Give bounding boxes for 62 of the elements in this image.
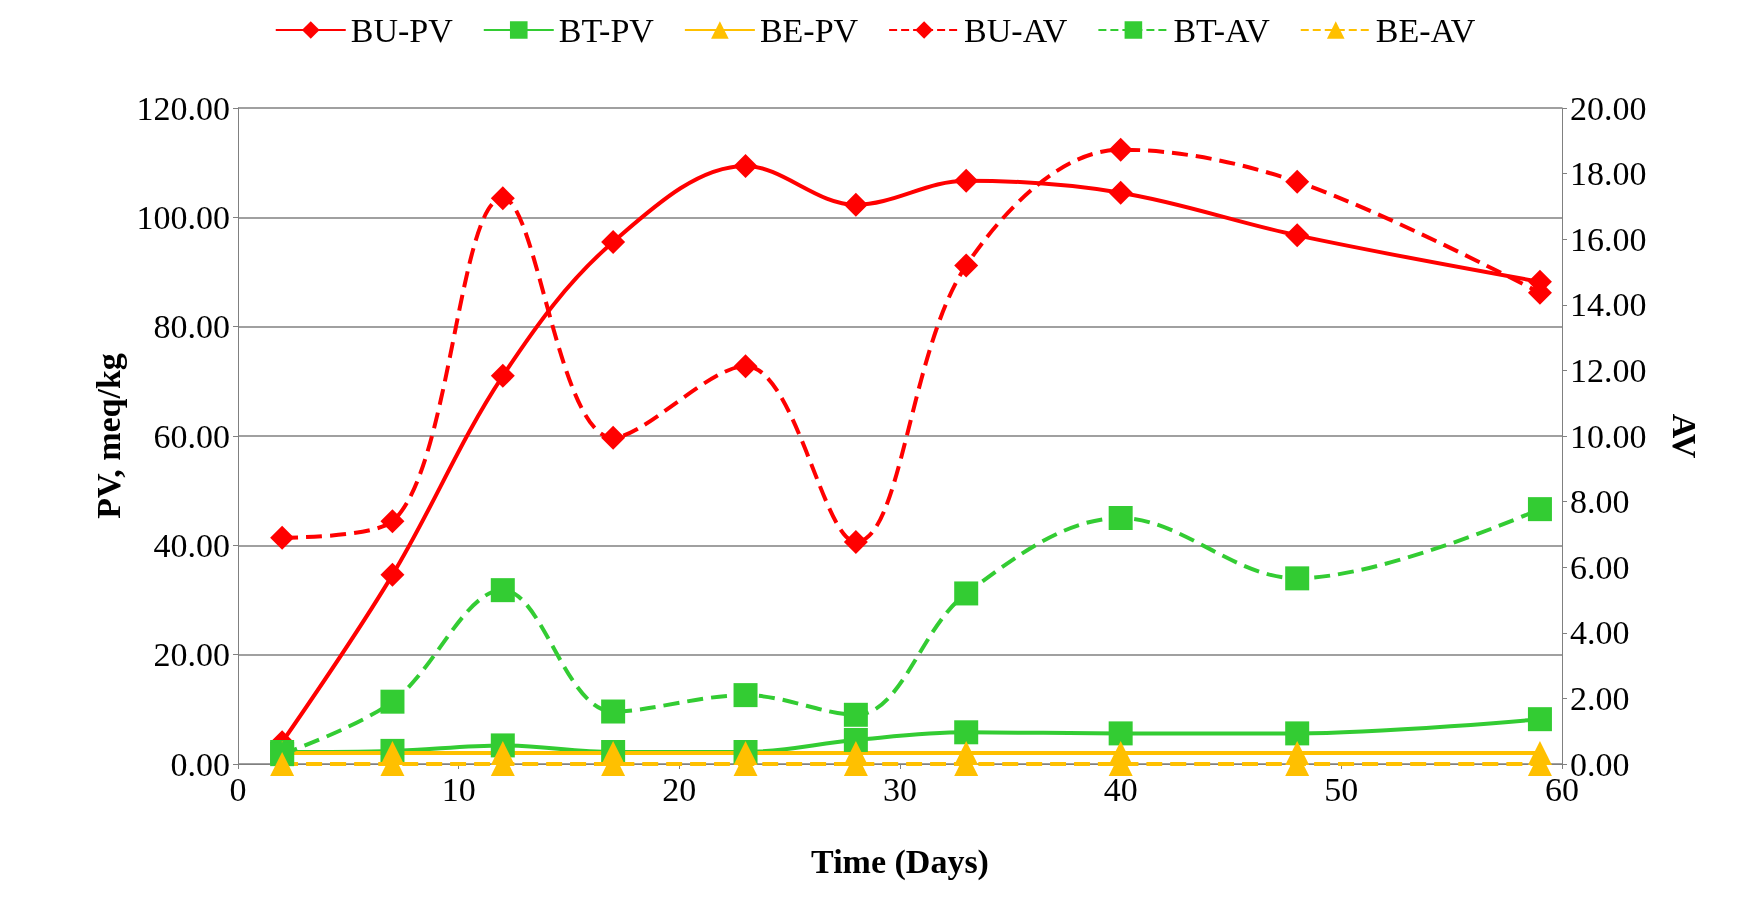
- y-tick-label: 60.00: [153, 417, 230, 455]
- legend-label: BE-AV: [1375, 11, 1476, 49]
- point: [733, 354, 758, 379]
- point: [601, 425, 626, 450]
- point: [733, 683, 758, 708]
- point: [380, 562, 405, 587]
- point: [490, 186, 515, 211]
- y2-tick-label: 2.00: [1570, 679, 1630, 717]
- point: [1108, 180, 1133, 205]
- y2-tick-label: 18.00: [1570, 155, 1647, 193]
- point: [490, 363, 515, 388]
- legend-label: BE-PV: [759, 11, 859, 49]
- y2-tick-label: 12.00: [1570, 351, 1647, 389]
- point: [490, 578, 515, 603]
- point: [733, 153, 758, 178]
- point: [954, 720, 979, 745]
- y2-tick-label: 14.00: [1570, 286, 1647, 324]
- point: [954, 581, 979, 606]
- x-tick-label: 0: [229, 770, 247, 808]
- point: [1527, 707, 1552, 732]
- point: [843, 702, 868, 727]
- y2-tick-label: 6.00: [1570, 548, 1630, 586]
- point: [1285, 566, 1310, 591]
- x-tick-label: 50: [1324, 770, 1359, 808]
- y2-axis-title: AV: [1665, 413, 1703, 459]
- point: [1108, 721, 1133, 746]
- point: [380, 689, 405, 714]
- legend-label: BT-AV: [1173, 11, 1271, 49]
- point: [954, 168, 979, 193]
- x-tick-label: 40: [1103, 770, 1138, 808]
- y2-tick-label: 16.00: [1570, 220, 1647, 258]
- point: [601, 229, 626, 254]
- x-tick-label: 10: [441, 770, 476, 808]
- point: [601, 699, 626, 724]
- x-axis-title: Time (Days): [811, 842, 989, 881]
- point: [1285, 721, 1310, 746]
- x-tick-label: 20: [662, 770, 697, 808]
- point: [843, 192, 868, 217]
- y-tick-label: 0.00: [170, 745, 230, 783]
- y2-tick-label: 8.00: [1570, 483, 1630, 521]
- point: [1285, 169, 1310, 194]
- legend-label: BU-PV: [350, 11, 454, 49]
- y-tick-label: 100.00: [136, 198, 230, 236]
- y2-tick-label: 4.00: [1570, 614, 1630, 652]
- x-tick-label: 30: [883, 770, 917, 808]
- y-tick-label: 40.00: [153, 526, 230, 564]
- y2-tick-label: 10.00: [1570, 417, 1647, 455]
- legend-label: BT-PV: [558, 11, 655, 49]
- y-tick-label: 20.00: [153, 636, 230, 674]
- point: [1285, 223, 1310, 248]
- y-axis-title: PV, meq/kg: [90, 353, 128, 519]
- point: [843, 529, 868, 554]
- point: [1527, 497, 1552, 522]
- point: [954, 253, 979, 278]
- legend-label: BU-AV: [964, 11, 1068, 49]
- y-tick-label: 80.00: [153, 308, 230, 346]
- point: [1108, 506, 1133, 530]
- point: [270, 525, 295, 550]
- point: [1108, 137, 1133, 162]
- point: [380, 509, 405, 534]
- y2-tick-label: 20.00: [1570, 89, 1647, 127]
- y-tick-label: 120.00: [136, 89, 230, 127]
